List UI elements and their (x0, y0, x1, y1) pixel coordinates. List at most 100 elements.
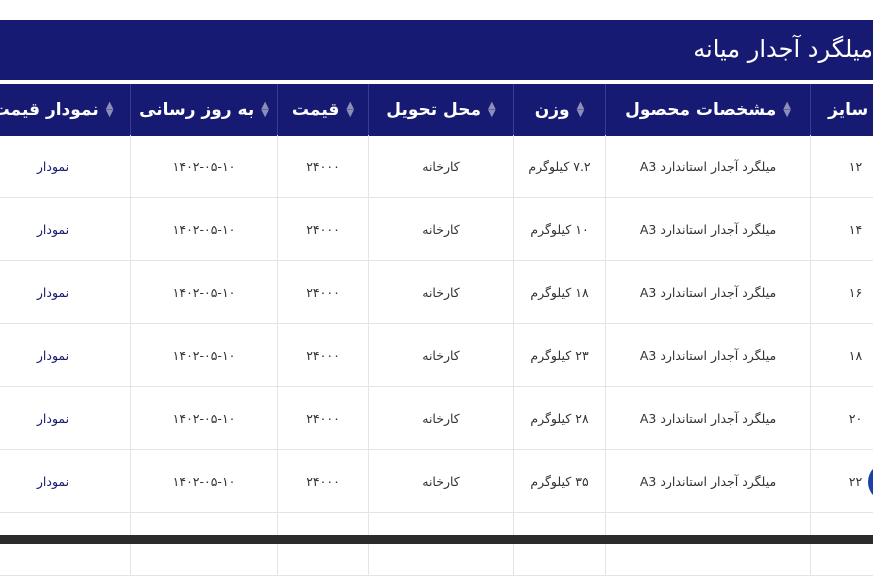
sort-icon[interactable]: ▲ ▼ (105, 99, 114, 119)
table-cell: ۲۲ (810, 450, 873, 513)
table-cell: ۱۲ (810, 135, 873, 198)
chart-link[interactable]: نمودار (0, 261, 130, 324)
cell-text: ۳۵ کیلوگرم (530, 473, 589, 489)
table-cell: کارخانه (368, 450, 513, 513)
empty-cell (130, 513, 277, 576)
column-header[interactable]: ▲ ▼ قیمت (277, 84, 368, 135)
sort-icon[interactable]: ▲ ▼ (783, 99, 791, 119)
bottom-bar (0, 535, 873, 544)
cell-text[interactable]: وزن (534, 99, 570, 120)
column-header[interactable]: ▲ ▼ مشخصات محصول (605, 84, 810, 135)
chart-link[interactable]: نمودار (0, 324, 130, 387)
table-cell: ۱۰ کیلوگرم (513, 198, 605, 261)
table-cell: ۱۴۰۲-۰۵-۱۰ (130, 324, 277, 387)
chart-link[interactable]: نمودار (0, 387, 130, 450)
table-header (0, 83, 873, 136)
cell-text: کارخانه (422, 347, 460, 363)
title-bar: میلگرد آجدار میانه (0, 20, 873, 80)
floating-button[interactable] (868, 462, 873, 502)
cell-text: ۱۶ (848, 284, 863, 300)
table-cell: ۳۵ کیلوگرم (513, 450, 605, 513)
empty-cell (277, 513, 368, 576)
cell-text: کارخانه (422, 473, 460, 489)
cell-text[interactable]: نمودار قیمت (0, 99, 99, 120)
cell-text: ۲۸ کیلوگرم (530, 410, 589, 426)
table-cell: ۱۴۰۲-۰۵-۱۰ (130, 387, 277, 450)
cell-text: ۱۴۰۲-۰۵-۱۰ (172, 410, 236, 426)
table-cell: ۲۰ (810, 387, 873, 450)
cell-text: میلگرد آجدار استاندارد A3 (639, 158, 777, 174)
cell-text: ۱۸ کیلوگرم (530, 284, 589, 300)
table-cell: ۲۴۰۰۰ (277, 324, 368, 387)
empty-cell (810, 513, 873, 576)
cell-text: ۷.۲ کیلوگرم (528, 158, 591, 174)
cell-text[interactable]: نمودار (36, 473, 70, 489)
cell-text: کارخانه (422, 410, 460, 426)
table-cell: ۱۸ (810, 324, 873, 387)
column-header[interactable]: ▲ ▼ به روز رسانی (130, 84, 277, 135)
cell-text: ۲۴۰۰۰ (306, 347, 340, 363)
chart-link[interactable]: نمودار (0, 198, 130, 261)
sort-icon[interactable]: ▲ ▼ (576, 99, 585, 119)
sort-icon[interactable]: ▲ ▼ (261, 99, 269, 119)
cell-text: ۱۸ (848, 347, 863, 363)
table-cell: ۱۶ (810, 261, 873, 324)
cell-text: ۲۲ (848, 473, 863, 489)
cell-text: ۱۴۰۲-۰۵-۱۰ (172, 158, 236, 174)
cell-text[interactable]: به روز رسانی (139, 99, 255, 120)
cell-text: ۲۴۰۰۰ (306, 221, 340, 237)
column-header[interactable]: ▲▼سایز (810, 84, 873, 135)
table-cell: ۱۴۰۲-۰۵-۱۰ (130, 450, 277, 513)
cell-text: میلگرد آجدار استاندارد A3 (639, 221, 777, 237)
table-cell: ۱۴ (810, 198, 873, 261)
page-title: میلگرد آجدار میانه (693, 35, 873, 63)
cell-text[interactable]: نمودار (36, 284, 70, 300)
cell-text[interactable]: نمودار (36, 347, 70, 363)
cell-text: ۲۳ کیلوگرم (530, 347, 589, 363)
table-cell: ۱۴۰۲-۰۵-۱۰ (130, 198, 277, 261)
cell-text: میلگرد آجدار استاندارد A3 (639, 347, 777, 363)
sort-icon[interactable]: ▲ ▼ (346, 99, 355, 119)
empty-cell (513, 513, 605, 576)
cell-text[interactable]: قیمت (291, 99, 340, 120)
chart-link[interactable]: نمودار (0, 135, 130, 198)
empty-cell (368, 513, 513, 576)
table-cell: میلگرد آجدار استاندارد A3 (605, 261, 810, 324)
table-cell: ۲۴۰۰۰ (277, 450, 368, 513)
cell-text: میلگرد آجدار استاندارد A3 (639, 284, 777, 300)
cell-text: ۱۴ (848, 221, 863, 237)
column-header[interactable]: ▲ ▼ وزن (513, 84, 605, 135)
table-cell: ۱۸ کیلوگرم (513, 261, 605, 324)
table-cell: ۷.۲ کیلوگرم (513, 135, 605, 198)
cell-text: ۱۰ کیلوگرم (530, 221, 589, 237)
cell-text[interactable]: سایز (828, 99, 869, 120)
table-cell: ۱۴۰۲-۰۵-۱۰ (130, 261, 277, 324)
empty-cell (0, 513, 130, 576)
table-cell: ۲۳ کیلوگرم (513, 324, 605, 387)
cell-text[interactable]: مشخصات محصول (625, 99, 777, 120)
cell-text[interactable]: نمودار (36, 221, 70, 237)
table-cell: کارخانه (368, 387, 513, 450)
cell-text: کارخانه (422, 284, 460, 300)
cell-text[interactable]: نمودار (36, 158, 70, 174)
cell-text: میلگرد آجدار استاندارد A3 (639, 473, 777, 489)
cell-text: ۱۲ (848, 158, 863, 174)
column-header[interactable]: ▲ ▼ نمودار قیمت (0, 84, 130, 135)
cell-text[interactable]: محل تحویل (386, 99, 482, 120)
cell-text: ۲۴۰۰۰ (306, 158, 340, 174)
chart-link[interactable]: نمودار (0, 450, 130, 513)
table-cell: کارخانه (368, 261, 513, 324)
table-cell: ۲۸ کیلوگرم (513, 387, 605, 450)
cell-text: ۲۴۰۰۰ (306, 410, 340, 426)
empty-cell (605, 513, 810, 576)
cell-text[interactable]: نمودار (36, 410, 70, 426)
cell-text: ۲۴۰۰۰ (306, 284, 340, 300)
table-cell: ۲۴۰۰۰ (277, 198, 368, 261)
page: میلگرد آجدار میانه ▲▼سایز▲▼مشخصات محصول▲… (0, 20, 873, 576)
table-cell: میلگرد آجدار استاندارد A3 (605, 135, 810, 198)
sort-icon[interactable]: ▲ ▼ (488, 99, 496, 119)
table-cell: ۱۴۰۲-۰۵-۱۰ (130, 135, 277, 198)
table-cell: کارخانه (368, 324, 513, 387)
table-cell: ۲۴۰۰۰ (277, 135, 368, 198)
column-header[interactable]: ▲ ▼ محل تحویل (368, 84, 513, 135)
